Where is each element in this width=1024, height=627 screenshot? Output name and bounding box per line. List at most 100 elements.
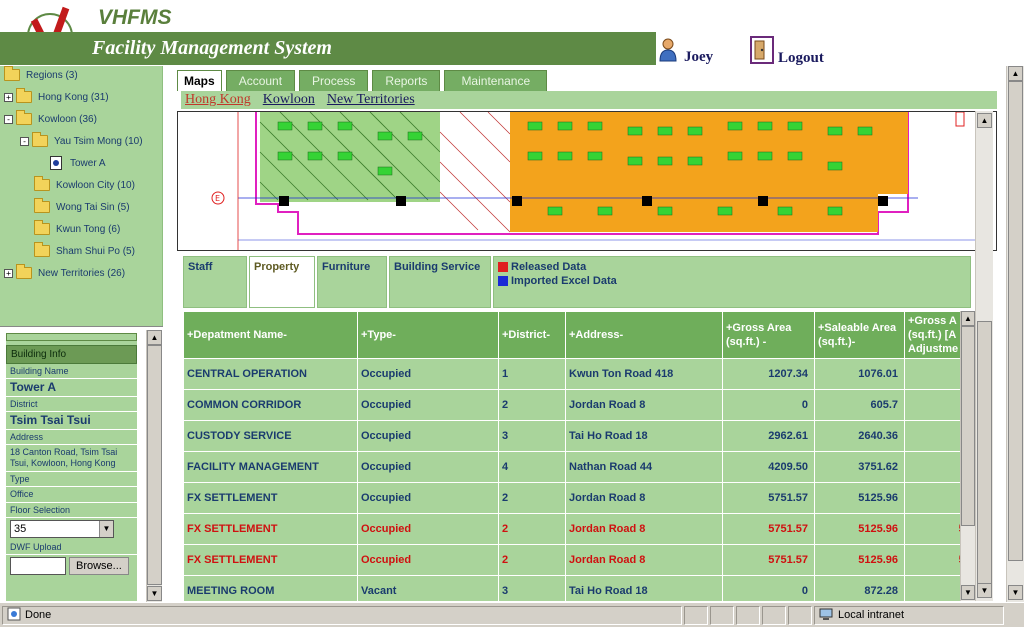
main-panel: Maps Account Process Reports Maintenance… (163, 66, 1006, 602)
folder-icon (34, 198, 50, 213)
tree-item-yau-tsim-mong[interactable]: - Yau Tsim Mong (10) (20, 132, 143, 150)
table-row-released[interactable]: FX SETTLEMENT Occupied 2 Jordan Road 8 5… (183, 513, 960, 545)
tree-item-label: Kowloon (36) (38, 113, 97, 125)
cell-type: Vacant (357, 575, 499, 601)
floor-plan-map[interactable]: E (177, 111, 997, 251)
col-district[interactable]: +District- (498, 311, 566, 359)
cell-saleable-area: 5125.96 (814, 482, 905, 514)
dwf-file-input[interactable] (10, 557, 66, 575)
chevron-down-icon[interactable]: ▼ (99, 521, 113, 537)
floor-select-value: 35 (14, 523, 27, 535)
tree-item-kwun-tong[interactable]: Kwun Tong (6) (34, 220, 120, 238)
dwf-upload-label: DWF Upload (6, 540, 137, 555)
building-info-header: Building Info (6, 345, 137, 364)
scroll-up-icon[interactable]: ▲ (977, 113, 992, 128)
table-row[interactable]: MEETING ROOM Vacant 3 Tai Ho Road 18 0 8… (183, 575, 960, 601)
browse-button[interactable]: Browse... (69, 557, 129, 575)
cell-saleable-area: 5125.96 (814, 544, 905, 576)
legend-swatch-blue (498, 276, 508, 286)
svg-text:E: E (215, 194, 220, 203)
tree-item-regions[interactable]: Regions (3) (4, 66, 78, 84)
tree-item-wong-tai-sin[interactable]: Wong Tai Sin (5) (34, 198, 130, 216)
collapse-icon[interactable]: - (20, 136, 29, 146)
tab-maps[interactable]: Maps (177, 70, 222, 91)
tree-item-kowloon[interactable]: - Kowloon (36) (4, 110, 97, 128)
intranet-icon (819, 607, 833, 624)
cell-department: MEETING ROOM (183, 575, 358, 601)
tree-item-kowloon-city[interactable]: Kowloon City (10) (34, 176, 135, 194)
col-gross-area-adjustment[interactable]: +Gross A (sq.ft.) [A Adjustme (904, 311, 960, 359)
scroll-thumb[interactable] (961, 326, 975, 526)
table-scrollbar[interactable]: ▲ ▼ (960, 311, 975, 601)
scroll-down-icon[interactable]: ▼ (977, 583, 992, 598)
cell-department: CUSTODY SERVICE (183, 420, 358, 452)
floor-select[interactable]: 35 ▼ (10, 520, 114, 538)
cell-type: Occupied (357, 451, 499, 483)
tab-reports[interactable]: Reports (372, 70, 441, 91)
cell-department: FX SETTLEMENT (183, 482, 358, 514)
table-row[interactable]: COMMON CORRIDOR Occupied 2 Jordan Road 8… (183, 389, 960, 421)
tree-item-new-territories[interactable]: + New Territories (26) (4, 264, 125, 282)
app-header: VHFMS Facility Management System Joey Lo… (0, 0, 1024, 66)
scroll-thumb[interactable] (1008, 81, 1023, 561)
tab-process[interactable]: Process (299, 70, 369, 91)
table-row[interactable]: CENTRAL OPERATION Occupied 1 Kwun Ton Ro… (183, 358, 960, 390)
expand-icon[interactable]: + (4, 268, 13, 278)
table-row[interactable]: CUSTODY SERVICE Occupied 3 Tai Ho Road 1… (183, 420, 960, 452)
logout-link[interactable]: Logout (750, 36, 824, 69)
col-address[interactable]: +Address- (565, 311, 723, 359)
region-link-hong-kong[interactable]: Hong Kong (185, 92, 251, 107)
table-row[interactable]: FACILITY MANAGEMENT Occupied 4 Nathan Ro… (183, 451, 960, 483)
scroll-up-icon[interactable]: ▲ (1008, 66, 1023, 81)
region-link-kowloon[interactable]: Kowloon (262, 92, 315, 107)
subtab-property[interactable]: Property (249, 256, 315, 308)
scroll-down-icon[interactable]: ▼ (147, 586, 162, 601)
tab-account[interactable]: Account (225, 70, 296, 91)
floor-selection-label: Floor Selection (6, 503, 137, 518)
info-scrollbar[interactable]: ▲ ▼ (146, 330, 162, 602)
cell-department: FX SETTLEMENT (183, 544, 358, 576)
address-value: 18 Canton Road, Tsim Tsai Tsui, Kowloon,… (6, 445, 137, 472)
tree-item-tower-a[interactable]: Tower A (50, 154, 106, 172)
tree-item-hong-kong[interactable]: + Hong Kong (31) (4, 88, 109, 106)
logout-label[interactable]: Logout (778, 50, 824, 66)
subtab-building-service[interactable]: Building Service (389, 256, 491, 308)
status-segment (736, 605, 760, 625)
legend-imported-excel-data: Imported Excel Data (498, 274, 966, 288)
cell-district: 1 (498, 358, 566, 390)
property-subtabs: Staff Property Furniture Building Servic… (183, 256, 971, 308)
region-link-new-territories[interactable]: New Territories (326, 92, 415, 107)
collapse-icon[interactable]: - (4, 114, 13, 124)
tab-maintenance[interactable]: Maintenance (444, 70, 548, 91)
scroll-thumb[interactable] (977, 321, 992, 586)
subtab-furniture[interactable]: Furniture (317, 256, 387, 308)
col-department-name[interactable]: +Depatment Name- (183, 311, 358, 359)
scroll-thumb[interactable] (147, 345, 162, 585)
page-scrollbar[interactable]: ▲ ▼ (1006, 66, 1024, 602)
table-row-released[interactable]: FX SETTLEMENT Occupied 2 Jordan Road 8 5… (183, 544, 960, 576)
scroll-down-icon[interactable]: ▼ (961, 585, 975, 600)
cell-saleable-area: 1076.01 (814, 358, 905, 390)
tree-item-label: Tower A (70, 157, 106, 169)
scroll-up-icon[interactable]: ▲ (147, 330, 162, 345)
browser-status-bar: Done Local intranet (0, 602, 1024, 627)
tree-item-sham-shui-po[interactable]: Sham Shui Po (5) (34, 242, 135, 260)
legend-swatch-red (498, 262, 508, 272)
table-row[interactable]: FX SETTLEMENT Occupied 2 Jordan Road 8 5… (183, 482, 960, 514)
cell-gross-adjustment: 12 (904, 358, 960, 390)
col-type[interactable]: +Type- (357, 311, 499, 359)
cell-gross-area: 5751.57 (722, 513, 815, 545)
col-saleable-area[interactable]: +Saleable Area (sq.ft.)- (814, 311, 905, 359)
col-gross-area[interactable]: +Gross Area (sq.ft.) - (722, 311, 815, 359)
scroll-down-icon[interactable]: ▼ (1008, 585, 1023, 600)
expand-icon[interactable]: + (4, 92, 13, 102)
subtab-staff[interactable]: Staff (183, 256, 247, 308)
address-label: Address (6, 430, 137, 445)
cell-district: 2 (498, 389, 566, 421)
content-scrollbar[interactable]: ▲ ▼ (975, 111, 993, 601)
user-name: Joey (684, 49, 714, 65)
folder-icon (34, 242, 50, 257)
scroll-up-icon[interactable]: ▲ (961, 311, 975, 326)
cell-gross-adjustment: 59 (904, 482, 960, 514)
data-legend: Released Data Imported Excel Data (493, 256, 971, 308)
